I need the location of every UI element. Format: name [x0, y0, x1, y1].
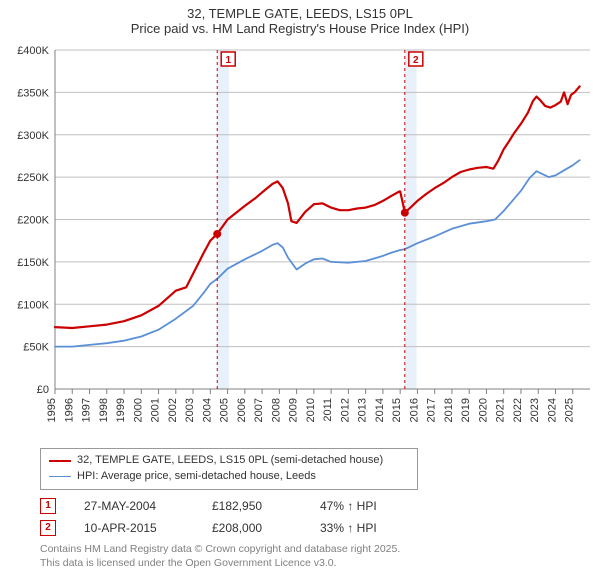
svg-text:2019: 2019 — [460, 398, 472, 422]
title-subtitle: Price paid vs. HM Land Registry's House … — [0, 21, 600, 36]
svg-text:2003: 2003 — [184, 398, 196, 422]
footer-line-1: Contains HM Land Registry data © Crown c… — [40, 542, 600, 556]
svg-text:2022: 2022 — [512, 398, 524, 422]
svg-text:2001: 2001 — [150, 398, 162, 422]
svg-text:£200K: £200K — [17, 215, 49, 227]
chart-container: { "titles": { "line1": "32, TEMPLE GATE,… — [0, 0, 600, 560]
svg-text:£300K: £300K — [17, 130, 49, 142]
svg-text:2014: 2014 — [374, 398, 386, 422]
legend-swatch — [49, 460, 71, 462]
svg-text:2021: 2021 — [495, 398, 507, 422]
svg-text:2011: 2011 — [322, 398, 334, 422]
line-chart-svg: £0 £50K £100K £150K £200K £250K £300K £350K £400… — [0, 42, 600, 442]
svg-text:£150K: £150K — [17, 257, 49, 269]
datapoint-diff: 47% ↑ HPI — [320, 499, 410, 513]
svg-text:2016: 2016 — [408, 398, 420, 422]
sale-datapoints: 1 27-MAY-2004 £182,950 47% ↑ HPI 2 10-APR-201… — [40, 498, 600, 536]
datapoint-price: £208,000 — [212, 521, 292, 535]
datapoint-price: £182,950 — [212, 499, 292, 513]
svg-text:2015: 2015 — [391, 398, 403, 422]
title-address: 32, TEMPLE GATE, LEEDS, LS15 0PL — [0, 6, 600, 21]
svg-text:£400K: £400K — [17, 45, 49, 57]
svg-text:£50K: £50K — [23, 342, 49, 354]
svg-text:£350K: £350K — [17, 87, 49, 99]
svg-text:1997: 1997 — [81, 398, 93, 422]
datapoint-row: 1 27-MAY-2004 £182,950 47% ↑ HPI — [40, 498, 600, 514]
svg-text:2009: 2009 — [288, 398, 300, 422]
svg-text:£0: £0 — [37, 384, 49, 396]
svg-text:2025: 2025 — [564, 398, 576, 422]
datapoint-date: 27-MAY-2004 — [84, 499, 184, 513]
svg-text:1: 1 — [225, 55, 231, 66]
svg-text:2017: 2017 — [426, 398, 438, 422]
datapoint-marker: 1 — [40, 498, 56, 514]
svg-text:1996: 1996 — [63, 398, 75, 422]
svg-text:2012: 2012 — [339, 398, 351, 422]
svg-text:2007: 2007 — [253, 398, 265, 422]
svg-text:2008: 2008 — [270, 398, 282, 422]
datapoint-diff: 33% ↑ HPI — [320, 521, 410, 535]
svg-text:2020: 2020 — [477, 398, 489, 422]
legend-label: 32, TEMPLE GATE, LEEDS, LS15 0PL (semi-d… — [77, 453, 383, 469]
legend-swatch — [49, 476, 71, 477]
legend-label: HPI: Average price, semi-detached house,… — [77, 469, 316, 485]
svg-text:2000: 2000 — [132, 398, 144, 422]
footer-line-2: This data is licensed under the Open Gov… — [40, 556, 600, 570]
svg-text:2010: 2010 — [305, 398, 317, 422]
svg-text:2018: 2018 — [443, 398, 455, 422]
svg-text:1995: 1995 — [46, 398, 58, 422]
footer-attribution: Contains HM Land Registry data © Crown c… — [40, 542, 600, 570]
legend-item: HPI: Average price, semi-detached house,… — [49, 469, 409, 485]
datapoint-date: 10-APR-2015 — [84, 521, 184, 535]
datapoint-marker: 2 — [40, 520, 56, 536]
svg-text:2005: 2005 — [219, 398, 231, 422]
svg-text:2023: 2023 — [529, 398, 541, 422]
svg-text:2002: 2002 — [167, 398, 179, 422]
svg-text:2004: 2004 — [201, 398, 213, 422]
chart-area: £0 £50K £100K £150K £200K £250K £300K £350K £400… — [0, 42, 600, 442]
svg-text:2: 2 — [413, 55, 419, 66]
svg-text:2013: 2013 — [357, 398, 369, 422]
svg-text:2024: 2024 — [546, 398, 558, 422]
legend-item: 32, TEMPLE GATE, LEEDS, LS15 0PL (semi-d… — [49, 453, 409, 469]
svg-text:1999: 1999 — [115, 398, 127, 422]
svg-text:£250K: £250K — [17, 172, 49, 184]
svg-text:1998: 1998 — [98, 398, 110, 422]
svg-text:£100K: £100K — [17, 299, 49, 311]
datapoint-row: 2 10-APR-2015 £208,000 33% ↑ HPI — [40, 520, 600, 536]
legend: 32, TEMPLE GATE, LEEDS, LS15 0PL (semi-d… — [40, 448, 418, 490]
svg-text:2006: 2006 — [236, 398, 248, 422]
chart-titles: 32, TEMPLE GATE, LEEDS, LS15 0PL Price p… — [0, 0, 600, 42]
